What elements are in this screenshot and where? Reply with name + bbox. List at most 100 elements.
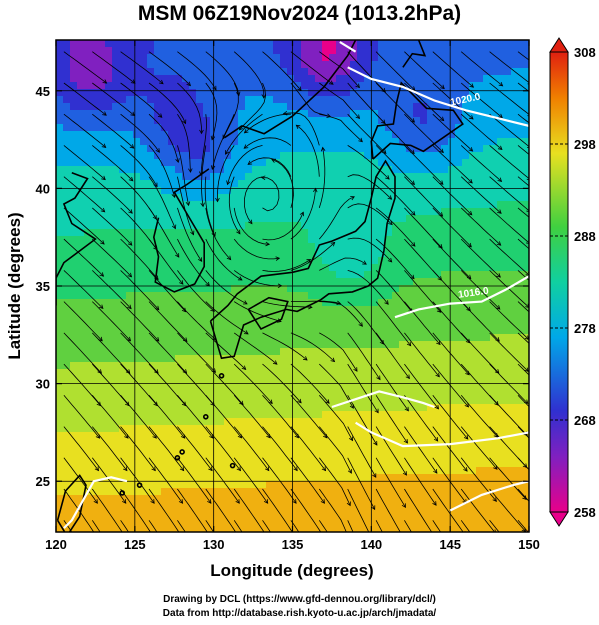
streamline-arrow-265 xyxy=(381,87,386,93)
streamline-264 xyxy=(319,51,360,88)
streamline-145 xyxy=(319,257,367,271)
streamline-arrow-41 xyxy=(292,499,297,504)
isobar-3 xyxy=(331,390,435,409)
streamline-265 xyxy=(347,51,386,93)
streamline-arrow-34 xyxy=(93,499,98,504)
streamline-143 xyxy=(262,259,311,272)
streamline-203 xyxy=(517,176,529,187)
streamline-267 xyxy=(404,51,445,89)
streamline-arrow-239 xyxy=(130,111,136,117)
wind-streamlines xyxy=(63,51,555,562)
streamline-arrow-116 xyxy=(494,369,500,374)
streamline-55 xyxy=(177,426,213,471)
streamline-12 xyxy=(404,520,412,532)
streamline-5 xyxy=(205,520,215,532)
streamline-117 xyxy=(489,332,529,372)
streamline-128 xyxy=(319,301,363,327)
streamline-arrow-194 xyxy=(248,219,253,225)
streamline-38 xyxy=(177,457,212,504)
streamline-51 xyxy=(63,426,99,471)
streamline-arrow-96 xyxy=(404,406,409,412)
streamline-arrow-199 xyxy=(438,212,444,217)
streamline-257 xyxy=(120,51,164,85)
streamline-arrow-198 xyxy=(410,211,416,216)
streamline-arrow-233 xyxy=(439,148,444,154)
streamline-arrow-209 xyxy=(200,202,205,208)
streamline-189 xyxy=(120,176,157,220)
coastline-3 xyxy=(370,81,464,160)
streamline-arrow-226 xyxy=(198,171,204,176)
streamline-183 xyxy=(432,207,472,248)
streamline-23 xyxy=(233,488,265,532)
streamline-arrow-163 xyxy=(387,257,393,263)
streamline-256 xyxy=(92,51,136,84)
streamline-137 xyxy=(92,270,132,309)
streamline-arrow-89 xyxy=(210,401,215,407)
streamline-arrow-16 xyxy=(551,558,555,562)
streamline-arrow-143 xyxy=(306,259,312,264)
colorbar-tick-label: 298 xyxy=(574,137,596,152)
streamline-45 xyxy=(375,457,406,508)
streamline-arrow-243 xyxy=(210,135,216,141)
streamline-0 xyxy=(63,520,73,532)
streamline-arrow-195 xyxy=(247,160,253,165)
streamline-arrow-109 xyxy=(303,356,308,361)
streamline-207 xyxy=(148,145,176,198)
streamline-31 xyxy=(460,488,496,532)
streamline-32 xyxy=(489,488,526,532)
streamline-arrow-197 xyxy=(387,195,393,200)
streamline-172 xyxy=(120,207,158,250)
streamline-239 xyxy=(92,82,135,116)
streamline-269 xyxy=(460,51,503,87)
streamline-213 xyxy=(283,112,320,146)
streamline-218 xyxy=(460,145,502,182)
streamline-222 xyxy=(92,113,134,149)
streamline-arrow-247 xyxy=(355,114,361,120)
streamline-arrow-244 xyxy=(222,134,227,140)
streamline-arrow-230 xyxy=(358,137,363,143)
streamline-86 xyxy=(92,363,130,406)
streamline-arrow-201 xyxy=(497,209,502,214)
streamline-arrow-71 xyxy=(180,434,186,439)
x-tick-label: 125 xyxy=(124,537,146,552)
streamline-158 xyxy=(205,238,243,281)
streamline-arrow-183 xyxy=(467,242,472,248)
streamline-209 xyxy=(201,145,207,207)
y-tick-label: 40 xyxy=(36,181,50,196)
streamline-25 xyxy=(290,488,322,532)
streamline-235 xyxy=(460,113,503,150)
streamline-arrow-221 xyxy=(101,143,107,148)
streamline-169 xyxy=(517,238,529,250)
streamline-228 xyxy=(225,113,263,155)
streamline-arrow-110 xyxy=(330,357,336,363)
streamline-204 xyxy=(63,145,106,180)
isobar-contours xyxy=(63,41,529,529)
island-6 xyxy=(229,462,236,469)
streamline-224 xyxy=(148,113,179,163)
streamline-arrow-91 xyxy=(268,399,273,405)
streamline-arrow-181 xyxy=(410,242,416,247)
streamline-arrow-63 xyxy=(433,469,438,474)
streamline-251 xyxy=(432,82,474,120)
streamline-arrow-99 xyxy=(494,401,499,406)
streamline-111 xyxy=(319,332,358,372)
streamline-arrow-126 xyxy=(308,304,313,310)
streamline-arrow-227 xyxy=(210,165,216,171)
streamline-112 xyxy=(347,332,381,380)
streamline-215 xyxy=(375,145,415,185)
streamline-208 xyxy=(177,145,189,206)
streamline-270 xyxy=(489,51,529,83)
streamline-243 xyxy=(205,82,218,140)
streamline-87 xyxy=(120,363,158,406)
streamline-arrow-137 xyxy=(127,304,132,310)
streamline-arrow-44 xyxy=(371,505,376,511)
streamline-171 xyxy=(92,207,133,246)
x-tick-label: 140 xyxy=(360,537,382,552)
streamline-81 xyxy=(432,395,469,440)
streamline-arrow-269 xyxy=(498,81,504,87)
streamline-arrow-45 xyxy=(401,503,406,509)
streamline-52 xyxy=(91,426,128,471)
streamline-arrow-58 xyxy=(293,466,298,472)
streamline-192 xyxy=(204,176,216,237)
streamline-147 xyxy=(375,270,413,313)
